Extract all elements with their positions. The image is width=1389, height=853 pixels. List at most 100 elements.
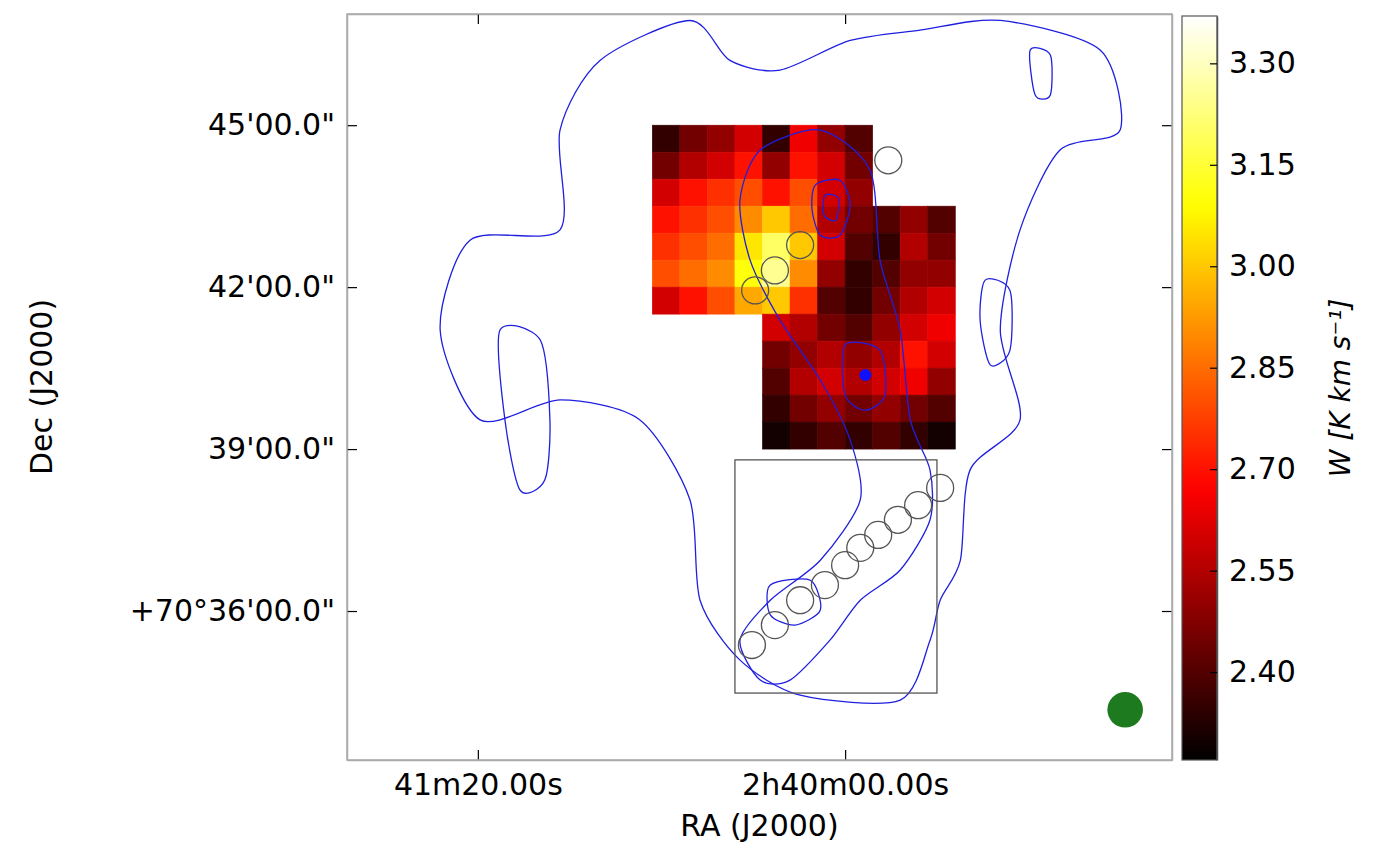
tick-label: 2.85 bbox=[1229, 350, 1296, 385]
heatmap-cell bbox=[790, 287, 818, 314]
tick-label: 45'00.0" bbox=[208, 107, 335, 142]
heatmap-cell bbox=[652, 179, 680, 206]
heatmap-cell bbox=[680, 233, 708, 260]
tick-mark bbox=[1210, 571, 1217, 572]
heatmap-cell bbox=[762, 341, 790, 368]
heatmap-cell bbox=[762, 179, 790, 206]
heatmap-cell bbox=[818, 341, 846, 368]
heatmap-cell bbox=[818, 422, 846, 449]
plot-frame bbox=[347, 14, 1172, 760]
tick-label: 2.55 bbox=[1229, 553, 1296, 588]
aperture bbox=[742, 277, 769, 304]
heatmap-cell bbox=[680, 125, 708, 152]
y-axis: +70°36'00.0"39'00.0"42'00.0"45'00.0" bbox=[130, 15, 357, 761]
tick-mark bbox=[1210, 672, 1217, 673]
heatmap-cell bbox=[845, 125, 873, 152]
heatmap-cell bbox=[928, 206, 956, 233]
heatmap-cell bbox=[707, 260, 735, 287]
heatmap-cell bbox=[845, 341, 873, 368]
heatmap-cell bbox=[900, 206, 928, 233]
heatmap-cell bbox=[818, 260, 846, 287]
tick-mark bbox=[845, 750, 846, 760]
contour bbox=[498, 325, 550, 493]
heatmap-cell bbox=[818, 314, 846, 341]
y-axis-title: Dec (J2000) bbox=[24, 299, 59, 475]
tick-label: 2.70 bbox=[1229, 451, 1296, 486]
colorbar bbox=[1182, 16, 1217, 760]
tick-label: 2.40 bbox=[1229, 654, 1296, 689]
plot-area bbox=[440, 20, 1143, 728]
tick-mark bbox=[1162, 611, 1172, 612]
beam bbox=[1107, 692, 1143, 728]
heatmap-cell bbox=[735, 287, 763, 314]
tick-mark bbox=[1210, 63, 1217, 64]
chart: 41m20.00s 2h40m00.00s +70°36'00.0"39'00.0"… bbox=[0, 0, 1389, 853]
heatmap-cell bbox=[707, 125, 735, 152]
tick: 2.85 bbox=[1210, 350, 1296, 385]
heatmap-cell bbox=[652, 206, 680, 233]
tick-label: 2h40m00.00s bbox=[742, 767, 949, 802]
contour bbox=[812, 179, 850, 238]
heatmap-cell bbox=[928, 422, 956, 449]
tick-mark bbox=[347, 287, 357, 288]
aperture bbox=[738, 632, 765, 659]
heatmap-cell bbox=[680, 152, 708, 179]
x-axis: 41m20.00s 2h40m00.00s bbox=[348, 750, 1173, 802]
heatmap-cell bbox=[845, 314, 873, 341]
tick-mark bbox=[1162, 287, 1172, 288]
heatmap-cell bbox=[845, 152, 873, 179]
aperture bbox=[761, 257, 788, 284]
heatmap-cell bbox=[845, 287, 873, 314]
tick-mark bbox=[478, 14, 479, 24]
heatmap-cell bbox=[790, 152, 818, 179]
aperture bbox=[884, 506, 911, 533]
contour bbox=[1030, 48, 1052, 99]
tick: 3.30 bbox=[1210, 45, 1296, 80]
tick bbox=[1162, 449, 1172, 450]
heatmap-cell bbox=[680, 206, 708, 233]
aperture bbox=[927, 474, 954, 501]
contour bbox=[767, 579, 821, 625]
tick bbox=[1162, 125, 1172, 126]
heatmap-cell bbox=[928, 314, 956, 341]
heatmap-cell bbox=[900, 287, 928, 314]
heatmap-cell bbox=[762, 422, 790, 449]
heatmap-cell bbox=[652, 233, 680, 260]
heatmap-cell bbox=[818, 233, 846, 260]
heatmap-cell bbox=[735, 125, 763, 152]
tick-label: 3.30 bbox=[1229, 45, 1296, 80]
tick-mark bbox=[478, 750, 479, 760]
aperture bbox=[832, 552, 859, 579]
tick: 45'00.0" bbox=[208, 107, 357, 142]
tick: 41m20.00s bbox=[394, 750, 563, 802]
region-box bbox=[735, 460, 937, 693]
heatmap-cell bbox=[845, 179, 873, 206]
tick-label: 3.00 bbox=[1229, 248, 1296, 283]
heatmap-cell bbox=[900, 395, 928, 422]
tick-mark bbox=[1162, 449, 1172, 450]
heatmap-cell bbox=[928, 341, 956, 368]
heatmap-cell bbox=[762, 206, 790, 233]
aperture bbox=[787, 232, 814, 259]
colorbar-axis: 2.402.552.702.853.003.153.30 bbox=[1210, 17, 1296, 761]
tick-mark bbox=[347, 611, 357, 612]
heatmap-cell bbox=[845, 260, 873, 287]
tick-mark bbox=[1210, 266, 1217, 267]
tick-label: +70°36'00.0" bbox=[130, 593, 335, 628]
heatmap-cell bbox=[790, 179, 818, 206]
heatmap-cell bbox=[707, 179, 735, 206]
aperture bbox=[875, 147, 902, 174]
aperture bbox=[847, 534, 874, 561]
tick: 3.00 bbox=[1210, 248, 1296, 283]
tick: 2.55 bbox=[1210, 553, 1296, 588]
heatmap-cell bbox=[680, 287, 708, 314]
heatmap-cell bbox=[818, 206, 846, 233]
heatmap-cell bbox=[652, 260, 680, 287]
heatmap-cell bbox=[873, 287, 901, 314]
heatmap-cell bbox=[652, 152, 680, 179]
heatmap-cell bbox=[762, 314, 790, 341]
tick-mark bbox=[1162, 125, 1172, 126]
tick bbox=[478, 14, 479, 24]
x-axis-top bbox=[348, 14, 1173, 24]
heatmap-cell bbox=[762, 395, 790, 422]
